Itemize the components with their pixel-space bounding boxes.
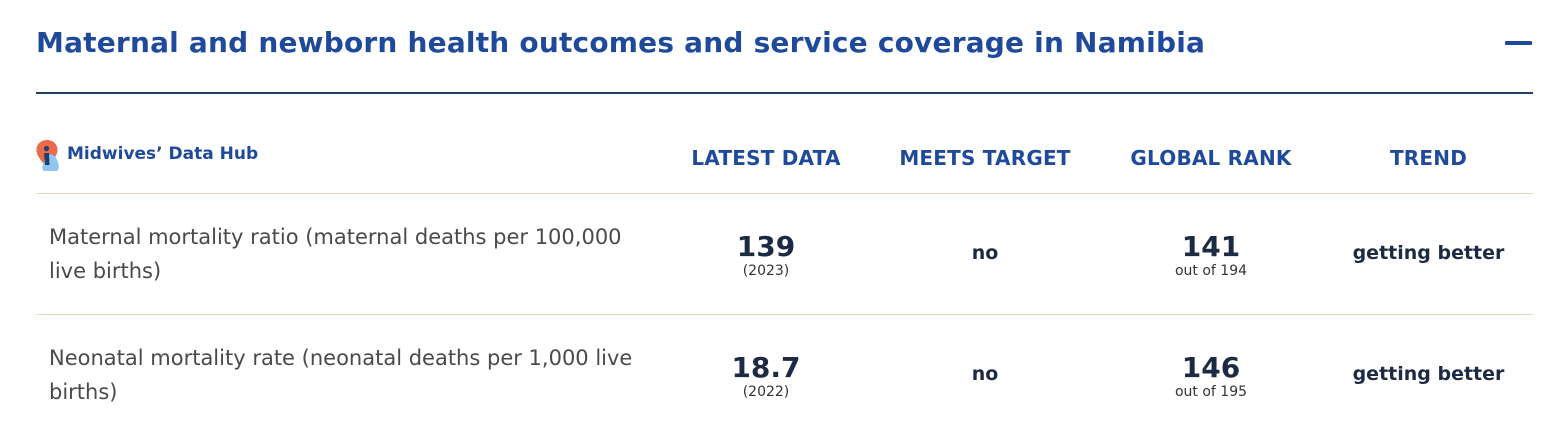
table-header: Midwives’ Data Hub LATEST DATA MEETS TAR…	[36, 110, 1533, 194]
latest-data-cell: 139 (2023)	[681, 232, 851, 280]
global-rank-cell: 141 out of 194	[1136, 232, 1286, 280]
section-title: Maternal and newborn health outcomes and…	[36, 26, 1206, 59]
accordion-header[interactable]: Maternal and newborn health outcomes and…	[36, 0, 1533, 94]
table-row: Neonatal mortality rate (neonatal deaths…	[36, 315, 1533, 435]
trend-cell: getting better	[1341, 242, 1516, 264]
indicator-label: Neonatal mortality rate (neonatal deaths…	[49, 346, 633, 404]
collapse-button[interactable]	[1505, 30, 1533, 58]
meets-target-cell: no	[910, 242, 1060, 264]
accordion-section: Maternal and newborn health outcomes and…	[36, 0, 1533, 404]
trend-value: getting better	[1352, 363, 1505, 385]
table-row: Maternal mortality ratio (maternal death…	[36, 194, 1533, 315]
indicator-label: Maternal mortality ratio (maternal death…	[49, 225, 622, 283]
rank-of: out of 195	[1174, 384, 1248, 400]
latest-value: 139	[736, 230, 796, 263]
global-rank-cell: 146 out of 195	[1136, 353, 1286, 401]
column-header-latest-data: LATEST DATA	[691, 146, 841, 170]
trend-value: getting better	[1352, 242, 1505, 264]
latest-year: (2023)	[742, 263, 790, 279]
meets-target-value: no	[971, 363, 999, 385]
column-header-meets-target: MEETS TARGET	[899, 146, 1071, 170]
latest-value: 18.7	[731, 351, 801, 384]
column-header-trend: TREND	[1389, 146, 1468, 170]
brand-name: Midwives’ Data Hub	[67, 144, 259, 164]
meets-target-cell: no	[910, 363, 1060, 385]
latest-year: (2022)	[742, 384, 790, 400]
minus-icon	[1505, 41, 1532, 45]
meets-target-value: no	[971, 242, 999, 264]
midwife-logo-icon	[36, 139, 62, 173]
trend-cell: getting better	[1341, 363, 1516, 385]
latest-data-cell: 18.7 (2022)	[681, 353, 851, 401]
rank-value: 146	[1181, 351, 1241, 384]
rank-of: out of 194	[1174, 263, 1248, 279]
column-header-global-rank: GLOBAL RANK	[1130, 146, 1292, 170]
brand: Midwives’ Data Hub	[36, 138, 258, 174]
rank-value: 141	[1181, 230, 1241, 263]
